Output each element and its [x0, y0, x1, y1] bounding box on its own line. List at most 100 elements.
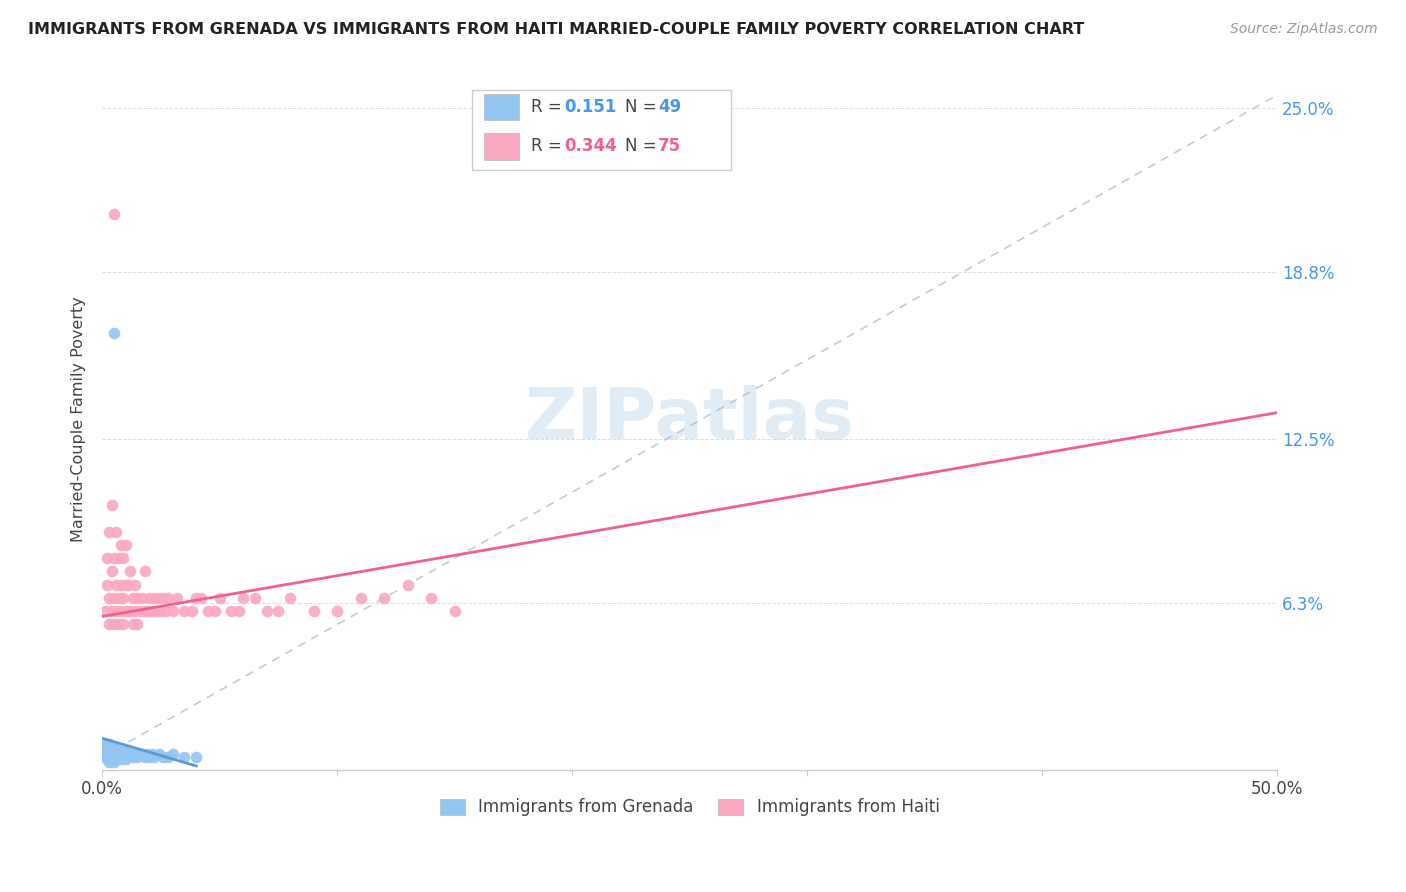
Point [103, 749, 125, 764]
Point [141, 747, 163, 761]
Point [204, 604, 226, 618]
Point [105, 604, 128, 618]
FancyBboxPatch shape [484, 133, 519, 160]
Text: IMMIGRANTS FROM GRENADA VS IMMIGRANTS FROM HAITI MARRIED-COUPLE FAMILY POVERTY C: IMMIGRANTS FROM GRENADA VS IMMIGRANTS FR… [28, 22, 1084, 37]
Point [228, 604, 250, 618]
Point [326, 604, 349, 618]
Text: R =: R = [531, 98, 567, 116]
Point [100, 747, 122, 761]
Point [110, 577, 132, 591]
Point [141, 604, 163, 618]
Point [107, 551, 129, 566]
Point [134, 604, 156, 618]
Y-axis label: Married-Couple Family Poverty: Married-Couple Family Poverty [72, 296, 86, 542]
Point [100, 604, 122, 618]
Point [110, 538, 132, 552]
Point [96, 551, 118, 566]
Point [103, 207, 125, 221]
Point [166, 591, 188, 605]
Point [145, 604, 167, 618]
Point [103, 617, 125, 632]
Point [114, 747, 136, 761]
Point [100, 739, 122, 754]
Point [110, 747, 132, 761]
Text: 0.151: 0.151 [564, 98, 616, 116]
Point [221, 604, 243, 618]
FancyBboxPatch shape [484, 94, 519, 120]
Point [302, 604, 325, 618]
Point [98, 524, 121, 539]
Point [114, 577, 136, 591]
Point [105, 577, 128, 591]
Point [107, 749, 129, 764]
Point [121, 591, 143, 605]
Point [96, 577, 118, 591]
Point [121, 617, 143, 632]
Point [112, 749, 135, 764]
Point [124, 747, 146, 761]
Point [93, 741, 115, 756]
Point [420, 591, 443, 605]
Point [131, 591, 153, 605]
Point [208, 591, 231, 605]
Point [112, 551, 135, 566]
Text: N =: N = [626, 98, 662, 116]
Point [98, 744, 121, 758]
Point [149, 604, 172, 618]
Point [278, 591, 301, 605]
Point [155, 604, 177, 618]
Point [98, 617, 121, 632]
Point [135, 747, 157, 761]
Point [127, 591, 149, 605]
Point [112, 617, 135, 632]
Point [112, 744, 135, 758]
Point [120, 604, 142, 618]
Point [114, 752, 136, 766]
Point [96, 744, 118, 758]
Point [103, 551, 125, 566]
Point [396, 577, 419, 591]
Point [105, 741, 128, 756]
Point [103, 755, 125, 769]
Point [148, 591, 170, 605]
Point [120, 565, 142, 579]
Point [98, 755, 121, 769]
Point [98, 737, 121, 751]
Point [243, 591, 266, 605]
Point [162, 604, 184, 618]
Point [256, 604, 278, 618]
Text: Source: ZipAtlas.com: Source: ZipAtlas.com [1230, 22, 1378, 37]
Point [443, 604, 465, 618]
Point [173, 604, 195, 618]
Point [93, 604, 115, 618]
Point [152, 749, 174, 764]
FancyBboxPatch shape [472, 89, 731, 170]
Point [148, 747, 170, 761]
Text: 75: 75 [658, 137, 681, 155]
Point [267, 604, 290, 618]
Point [173, 749, 195, 764]
Point [117, 749, 139, 764]
Point [100, 752, 122, 766]
Point [114, 604, 136, 618]
Point [134, 749, 156, 764]
Point [103, 744, 125, 758]
Point [110, 604, 132, 618]
Point [93, 737, 115, 751]
Point [124, 604, 146, 618]
Point [121, 749, 143, 764]
Point [100, 565, 122, 579]
Point [190, 591, 212, 605]
Text: R =: R = [531, 137, 567, 155]
Point [152, 591, 174, 605]
Point [98, 591, 121, 605]
Point [127, 749, 149, 764]
Point [142, 749, 165, 764]
Point [114, 538, 136, 552]
Point [197, 604, 219, 618]
Point [138, 591, 160, 605]
Point [186, 591, 208, 605]
Point [142, 591, 165, 605]
Point [100, 498, 122, 512]
Point [373, 591, 395, 605]
